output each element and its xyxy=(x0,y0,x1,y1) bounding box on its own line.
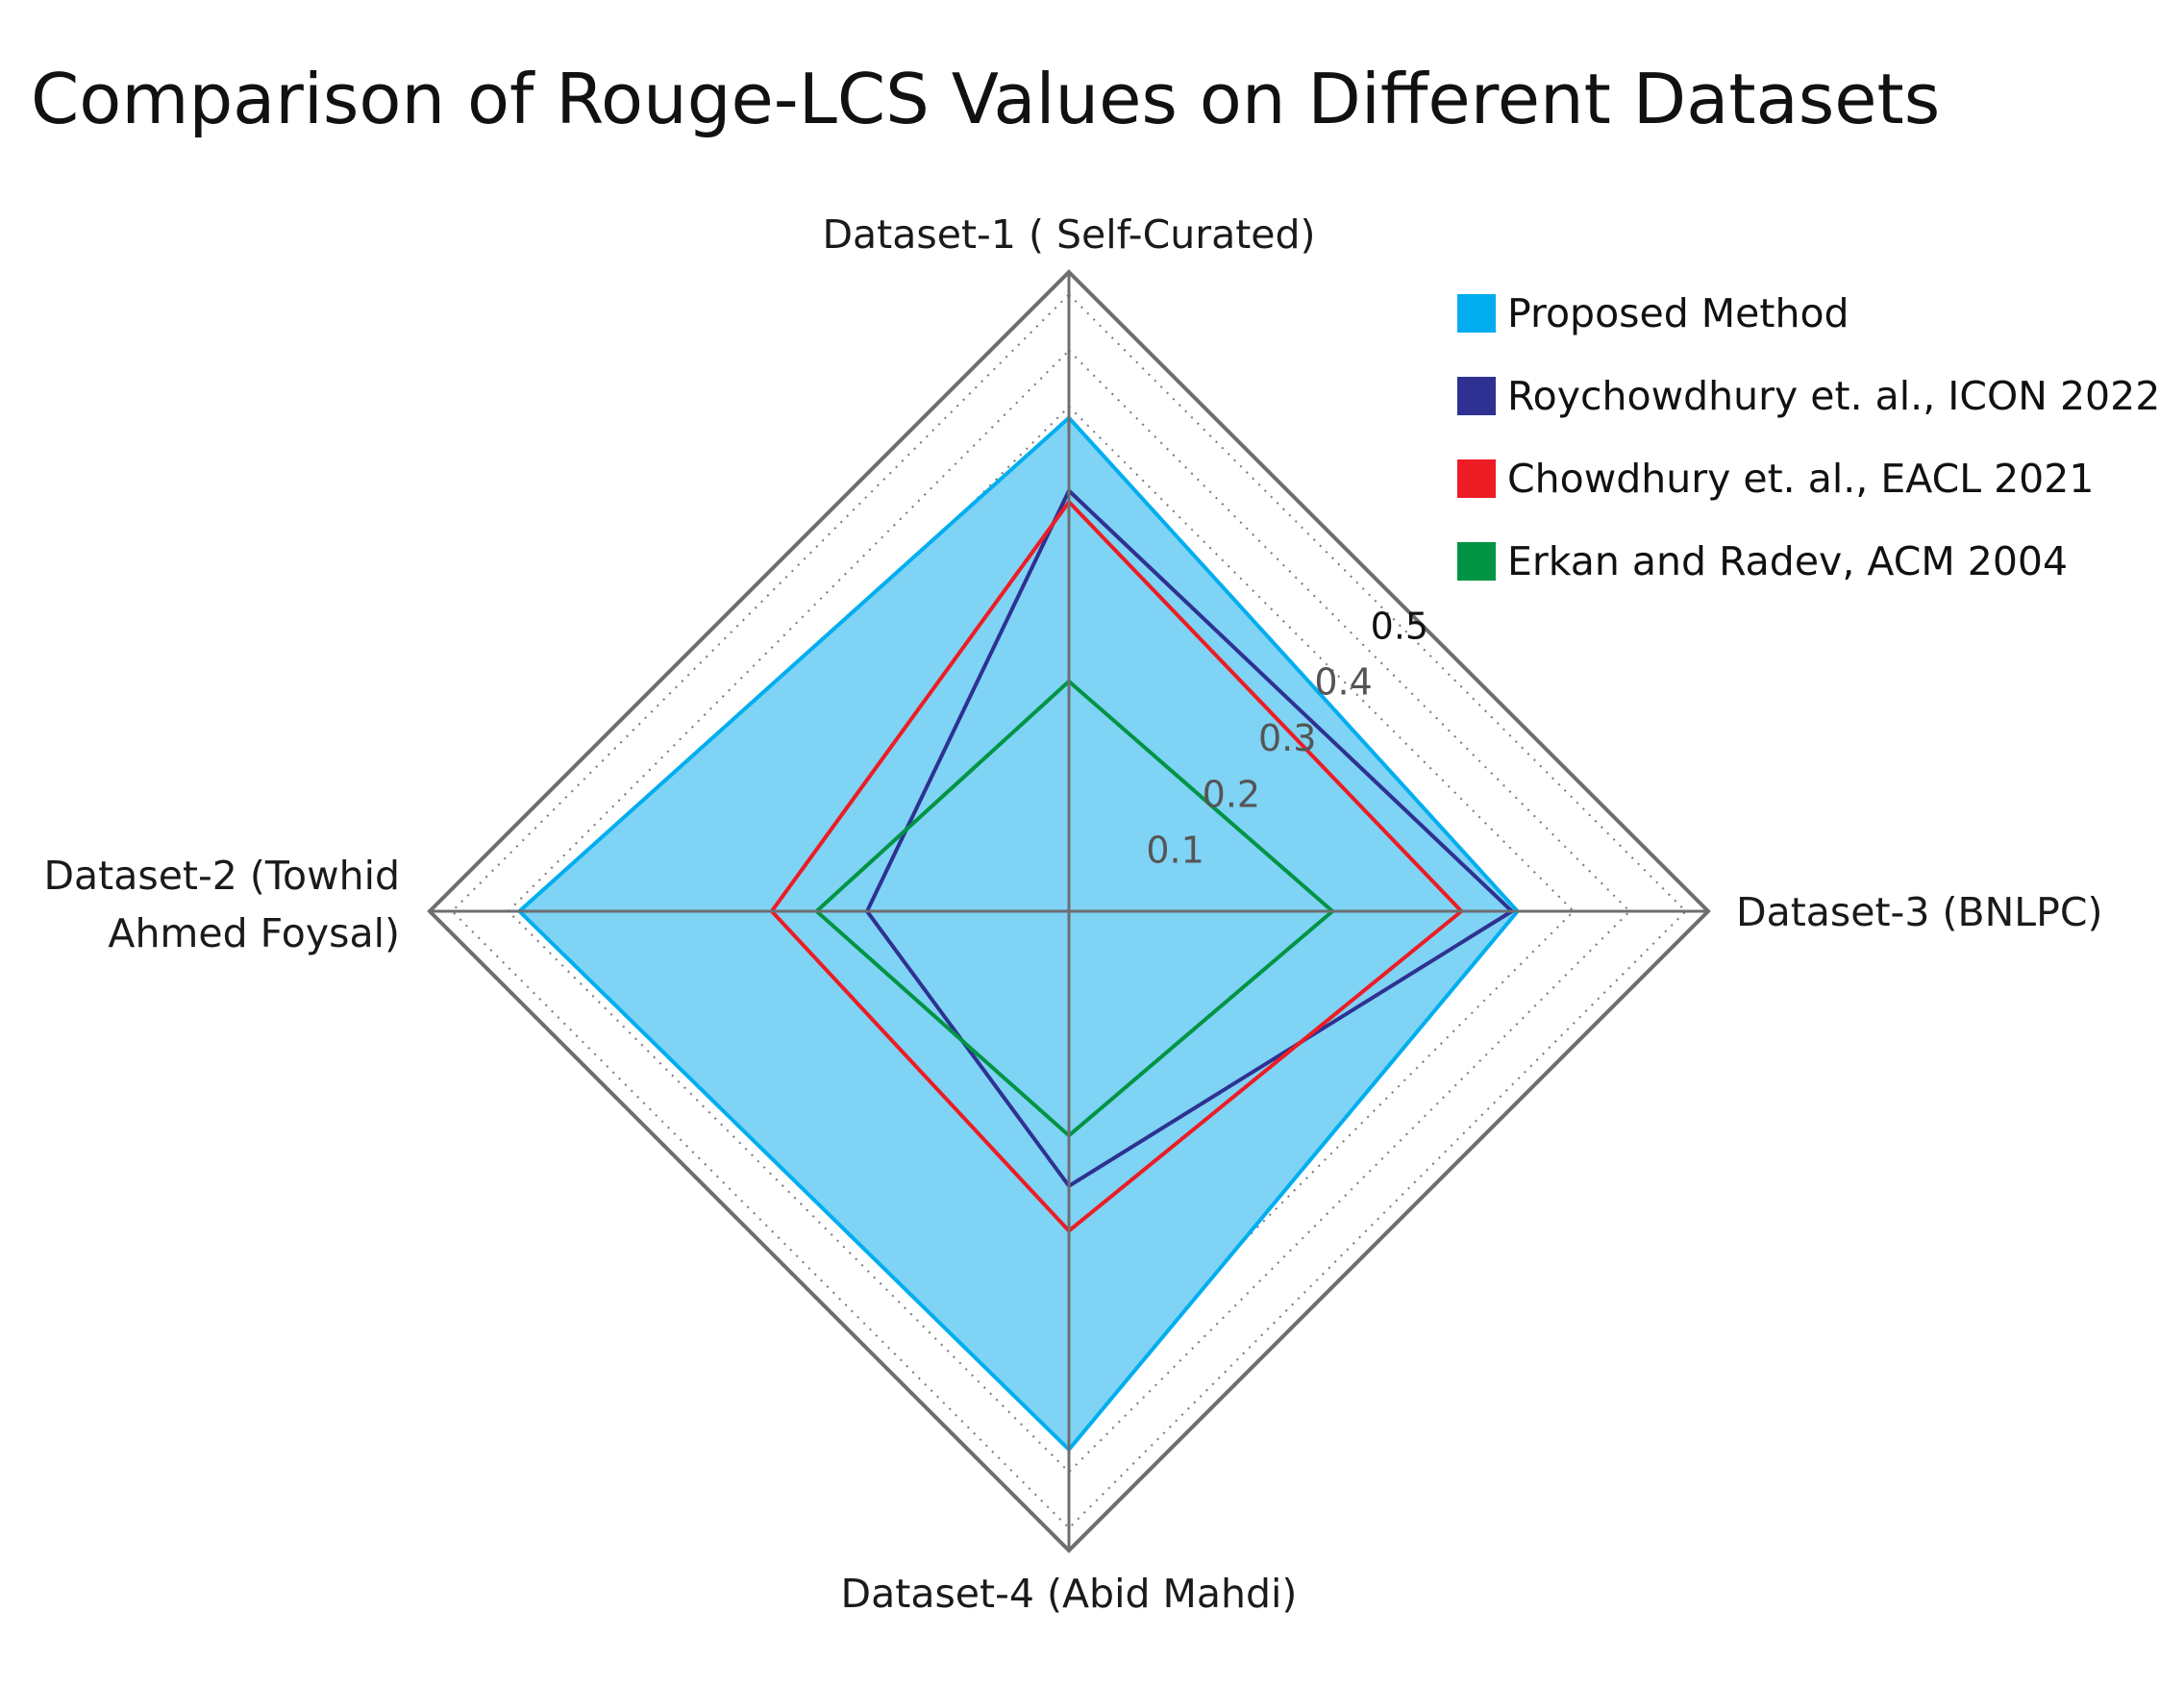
tick-labels: 0.1 0.2 0.3 0.4 0.5 xyxy=(1146,605,1428,871)
legend: Proposed Method Roychowdhury et. al., ICO… xyxy=(1457,290,2160,584)
axis-label: Dataset-3 (BNLPC) xyxy=(1736,889,2102,935)
axis-label: Dataset-1 ( Self-Curated) xyxy=(822,211,1315,258)
grid-ring xyxy=(507,349,1631,1474)
legend-label: Proposed Method xyxy=(1507,290,1849,336)
axes xyxy=(427,269,1711,1553)
axis-label-line: Dataset-3 (BNLPC) xyxy=(1736,889,2102,935)
axis-labels: Dataset-1 ( Self-Curated) Dataset-3 (BNLP… xyxy=(43,211,2102,1617)
legend-label: Erkan and Radev, ACM 2004 xyxy=(1507,538,2068,584)
axis-label: Dataset-4 (Abid Mahdi) xyxy=(841,1571,1298,1617)
tick-label: 0.3 xyxy=(1258,717,1316,759)
axis-label-line: Dataset-2 (Towhid xyxy=(43,853,400,899)
legend-swatch xyxy=(1457,542,1496,581)
tick-label: 0.2 xyxy=(1203,773,1260,815)
tick-label: 0.5 xyxy=(1371,605,1428,647)
axis-label-line: Dataset-1 ( Self-Curated) xyxy=(822,211,1315,258)
legend-swatch xyxy=(1457,459,1496,498)
legend-swatch xyxy=(1457,294,1496,333)
legend-label: Chowdhury et. al., EACL 2021 xyxy=(1507,456,2094,502)
grid-ring xyxy=(450,292,1688,1530)
tick-label: 0.4 xyxy=(1314,661,1372,704)
chart-title: Comparison of Rouge-LCS Values on Differ… xyxy=(31,59,1940,139)
legend-swatch xyxy=(1457,377,1496,415)
axis-label: Dataset-2 (Towhid Ahmed Foysal) xyxy=(43,853,400,956)
legend-label: Roychowdhury et. al., ICON 2022 xyxy=(1507,373,2160,419)
axis-label-line: Dataset-4 (Abid Mahdi) xyxy=(841,1571,1298,1617)
tick-label: 0.1 xyxy=(1146,830,1204,872)
axis-label-line: Ahmed Foysal) xyxy=(108,910,400,956)
